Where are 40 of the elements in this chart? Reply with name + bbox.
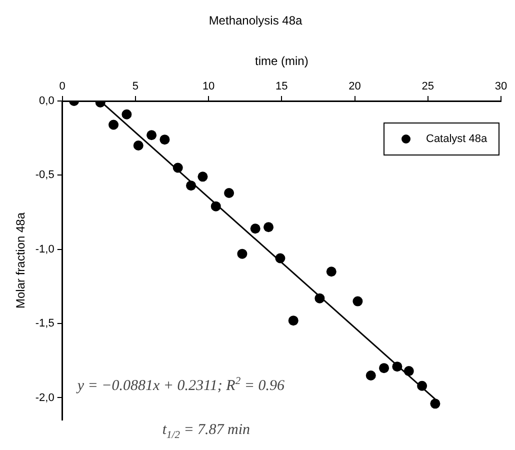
y-tick-label: -2,0 (35, 392, 54, 404)
point (275, 253, 286, 264)
point (122, 109, 132, 120)
point (186, 180, 196, 191)
x-tick-label: 30 (494, 80, 508, 92)
x-tick-label: 25 (422, 80, 434, 92)
point (352, 296, 363, 306)
point (379, 363, 390, 374)
point (146, 130, 157, 140)
point (108, 120, 119, 130)
y-tick-label: -1,5 (35, 318, 54, 330)
point (133, 140, 144, 151)
point (172, 162, 183, 173)
point (224, 188, 234, 198)
point (326, 266, 336, 277)
point (250, 224, 260, 234)
point (417, 380, 428, 391)
point (404, 366, 414, 376)
x-tick-label: 0 (59, 80, 66, 92)
point (430, 398, 440, 409)
point (160, 134, 170, 145)
y-tick-label: -0,5 (35, 169, 54, 182)
point (210, 201, 221, 212)
point (198, 172, 208, 182)
point (264, 222, 274, 232)
point (314, 293, 325, 304)
point (237, 248, 248, 259)
y-axis-title: Molar fraction 48a (14, 212, 28, 309)
x-tick-label: 20 (348, 80, 361, 92)
y-tick-label: 0,0 (39, 95, 54, 108)
x-axis-title: time (min) (255, 54, 308, 68)
x-tick-label: 15 (276, 80, 288, 92)
x-tick-label: 5 (132, 80, 139, 92)
point (392, 362, 402, 372)
point (366, 370, 376, 380)
chart-title: Methanolysis 48a (208, 14, 303, 28)
legend-label: Catalyst 48a (426, 133, 488, 146)
point (288, 316, 298, 326)
y-tick-label: -1,0 (35, 243, 54, 256)
x-tick-label: 10 (202, 80, 215, 92)
